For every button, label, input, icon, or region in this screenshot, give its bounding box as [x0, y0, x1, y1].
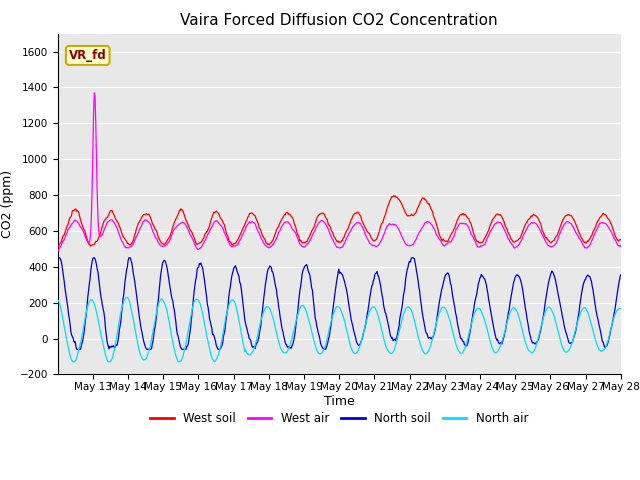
X-axis label: Time: Time — [324, 395, 355, 408]
Text: VR_fd: VR_fd — [69, 49, 107, 62]
Title: Vaira Forced Diffusion CO2 Concentration: Vaira Forced Diffusion CO2 Concentration — [180, 13, 498, 28]
Y-axis label: CO2 (ppm): CO2 (ppm) — [1, 170, 14, 238]
Legend: West soil, West air, North soil, North air: West soil, West air, North soil, North a… — [145, 408, 533, 430]
